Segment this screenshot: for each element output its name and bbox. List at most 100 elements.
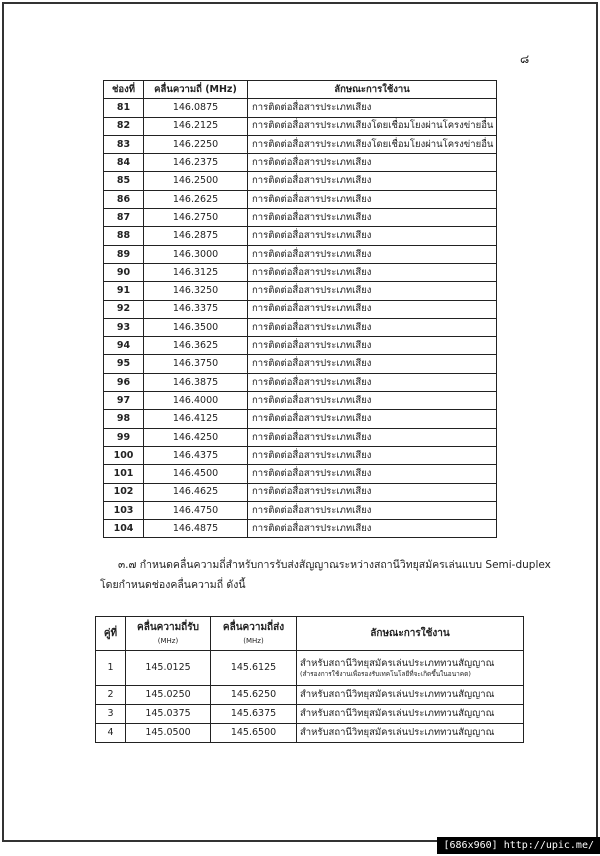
paragraph-line: โดยกำหนดช่องคลื่นความถี่ ดังนี้ — [100, 579, 246, 591]
table-cell: 103 — [103, 500, 144, 521]
table-row: 92 146.3375 การติดต่อสื่อสารประเภทเสียง — [103, 299, 497, 319]
table-cell: 146.0875 — [143, 98, 248, 118]
table-cell: 96 — [103, 372, 144, 393]
table-cell: 146.4500 — [143, 464, 248, 484]
table-cell: 95 — [103, 354, 144, 374]
table-cell: 1 — [95, 650, 126, 686]
table-cell: 145.6375 — [210, 704, 297, 724]
table-cell: 88 — [103, 226, 144, 246]
table-cell: การติดต่อสื่อสารประเภทเสียง — [247, 244, 497, 264]
table-cell: การติดต่อสื่อสารประเภทเสียง — [247, 519, 497, 539]
header-cell: ช่องที่ — [103, 79, 144, 100]
table-row: 93 146.3500 การติดต่อสื่อสารประเภทเสียง — [103, 317, 497, 338]
duplex-table: คู่ที่ คลื่นความถี่รับ (MHz) คลื่นความถี่ส่… — [95, 616, 524, 743]
table-cell: 146.3750 — [143, 354, 248, 374]
table-cell: 146.4875 — [143, 519, 248, 539]
table-cell: 146.3375 — [143, 299, 248, 319]
table-row: 85 146.2500 การติดต่อสื่อสารประเภทเสียง — [103, 171, 497, 191]
page-frame — [2, 2, 598, 842]
table-row: 83 146.2250 การติดต่อสื่อสารประเภทเสียงโดย… — [103, 134, 497, 155]
table-cell: 101 — [103, 464, 144, 484]
table-row: 84 146.2375 การติดต่อสื่อสารประเภทเสียง — [103, 153, 497, 173]
table-cell: 145.0375 — [125, 704, 211, 724]
table-cell: การติดต่อสื่อสารประเภทเสียง — [247, 464, 497, 484]
table-row: 1 145.0125 145.6125 สำหรับสถานีวิทยุสมัครเล… — [95, 650, 524, 686]
table-cell: 98 — [103, 409, 144, 429]
table-row: 86 146.2625 การติดต่อสื่อสารประเภทเสียง — [103, 189, 497, 210]
table-cell: 145.6500 — [210, 723, 297, 743]
table-row: 3 145.0375 145.6375 สำหรับสถานีวิทยุสมัครเล… — [95, 704, 524, 724]
table-cell: 4 — [95, 723, 126, 743]
table-cell: 94 — [103, 336, 144, 356]
table-cell: สำหรับสถานีวิทยุสมัครเล่นประเภททวนสัญญาณ… — [296, 650, 524, 686]
table-row: 104 146.4875 การติดต่อสื่อสารประเภทเสียง — [103, 519, 497, 539]
table-cell: 146.3250 — [143, 281, 248, 301]
table-cell: 2 — [95, 685, 126, 705]
header-unit: (MHz) — [157, 636, 179, 645]
table-cell: 146.2500 — [143, 171, 248, 191]
table-cell: 146.2750 — [143, 208, 248, 228]
table-cell: สำหรับสถานีวิทยุสมัครเล่นประเภททวนสัญญาณ — [296, 704, 524, 724]
table-cell: สำหรับสถานีวิทยุสมัครเล่นประเภททวนสัญญาณ — [296, 723, 524, 743]
table-cell: 100 — [103, 445, 144, 466]
table-row: 81 146.0875 การติดต่อสื่อสารประเภทเสียง — [103, 98, 497, 118]
table-cell: การติดต่อสื่อสารประเภทเสียง — [247, 153, 497, 173]
table-cell: การติดต่อสื่อสารประเภทเสียง — [247, 98, 497, 118]
header-unit: (MHz) — [243, 636, 264, 645]
table-cell: 145.6250 — [210, 685, 297, 705]
table-cell: 93 — [103, 317, 144, 338]
table-cell: การติดต่อสื่อสารประเภทเสียง — [247, 372, 497, 393]
table-cell: 146.3875 — [143, 372, 248, 393]
table-cell: การติดต่อสื่อสารประเภทเสียง — [247, 336, 497, 356]
table-cell: 146.4250 — [143, 427, 248, 447]
table-cell: 145.0250 — [125, 685, 211, 705]
table-cell: 84 — [103, 153, 144, 173]
header-text: คู่ที่ — [103, 627, 118, 639]
table-cell: การติดต่อสื่อสารประเภทเสียงโดยเชื่อมโยงผ… — [247, 116, 497, 136]
table-cell: 89 — [103, 244, 144, 264]
table-cell: 82 — [103, 116, 144, 136]
header-cell: ลักษณะการใช้งาน — [296, 616, 524, 651]
table-cell: การติดต่อสื่อสารประเภทเสียง — [247, 262, 497, 283]
table-cell: การติดต่อสื่อสารประเภทเสียง — [247, 208, 497, 228]
table-cell: 146.4750 — [143, 500, 248, 521]
table-cell: สำหรับสถานีวิทยุสมัครเล่นประเภททวนสัญญาณ — [296, 685, 524, 705]
table-cell: 146.2250 — [143, 134, 248, 155]
table-cell: การติดต่อสื่อสารประเภทเสียง — [247, 299, 497, 319]
table-row: 103 146.4750 การติดต่อสื่อสารประเภทเสียง — [103, 500, 497, 521]
table-cell: การติดต่อสื่อสารประเภทเสียง — [247, 171, 497, 191]
header-cell: คลื่นความถี่ (MHz) — [143, 79, 248, 100]
header-text: ลักษณะการใช้งาน — [370, 627, 450, 639]
table-cell: การติดต่อสื่อสารประเภทเสียง — [247, 354, 497, 374]
table-cell: 104 — [103, 519, 144, 539]
table-cell: 146.2125 — [143, 116, 248, 136]
table-cell: การติดต่อสื่อสารประเภทเสียง — [247, 281, 497, 301]
table-cell: การติดต่อสื่อสารประเภทเสียง — [247, 189, 497, 210]
table-row: 88 146.2875 การติดต่อสื่อสารประเภทเสียง — [103, 226, 497, 246]
table-row: 89 146.3000 การติดต่อสื่อสารประเภทเสียง — [103, 244, 497, 264]
table-header: คู่ที่ คลื่นความถี่รับ (MHz) คลื่นความถี่ส่… — [95, 616, 524, 651]
table-cell: 81 — [103, 98, 144, 118]
table-cell: การติดต่อสื่อสารประเภทเสียง — [247, 445, 497, 466]
table-cell: 90 — [103, 262, 144, 283]
table-cell: 146.4000 — [143, 391, 248, 411]
table-row: 87 146.2750 การติดต่อสื่อสารประเภทเสียง — [103, 208, 497, 228]
table-row: 4 145.0500 145.6500 สำหรับสถานีวิทยุสมัครเล… — [95, 723, 524, 743]
table-cell: การติดต่อสื่อสารประเภทเสียง — [247, 391, 497, 411]
table-cell: 91 — [103, 281, 144, 301]
table-row: 94 146.3625 การติดต่อสื่อสารประเภทเสียง — [103, 336, 497, 356]
table-row: 96 146.3875 การติดต่อสื่อสารประเภทเสียง — [103, 372, 497, 393]
table-cell: 102 — [103, 482, 144, 502]
table-cell: 146.3000 — [143, 244, 248, 264]
table-header: ช่องที่ คลื่นความถี่ (MHz) ลักษณะการใช้งาน — [103, 79, 497, 100]
table-cell: 146.3125 — [143, 262, 248, 283]
channel-table: ช่องที่ คลื่นความถี่ (MHz) ลักษณะการใช้งาน… — [103, 79, 497, 539]
table-cell: 146.4125 — [143, 409, 248, 429]
header-text: คลื่นความถี่ส่ง — [222, 621, 285, 633]
header-cell: คลื่นความถี่ส่ง (MHz) — [210, 616, 297, 651]
table-cell: 86 — [103, 189, 144, 210]
table-cell: 146.4375 — [143, 445, 248, 466]
table-cell: 146.2625 — [143, 189, 248, 210]
table-cell: 92 — [103, 299, 144, 319]
